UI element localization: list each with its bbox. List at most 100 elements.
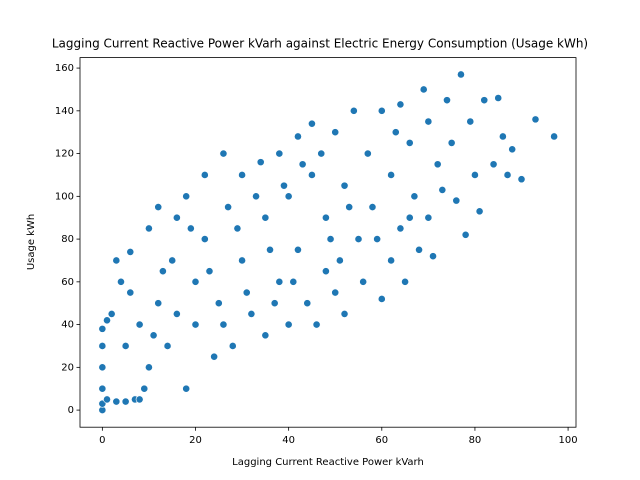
chart-title: Lagging Current Reactive Power kVarh aga… xyxy=(52,37,588,51)
point xyxy=(145,224,153,233)
point xyxy=(498,132,507,141)
point xyxy=(391,128,400,137)
point xyxy=(298,160,307,169)
point xyxy=(345,203,354,211)
point xyxy=(135,395,144,404)
point xyxy=(256,158,265,167)
point xyxy=(275,277,284,286)
point xyxy=(419,85,428,94)
point xyxy=(405,213,414,222)
point xyxy=(387,256,396,265)
point xyxy=(121,342,130,350)
point xyxy=(424,213,433,222)
point xyxy=(275,149,284,158)
y-tick-label: 60 xyxy=(61,277,74,288)
point xyxy=(247,310,256,318)
point xyxy=(405,138,414,147)
point xyxy=(242,288,251,297)
point xyxy=(308,119,316,128)
point xyxy=(126,288,135,297)
point xyxy=(308,171,316,179)
point xyxy=(228,342,237,350)
point xyxy=(149,331,158,340)
point xyxy=(154,299,163,308)
point xyxy=(396,224,405,233)
point xyxy=(103,316,111,325)
point xyxy=(289,277,298,286)
point xyxy=(401,277,409,286)
point xyxy=(214,299,223,308)
x-tick-label: 40 xyxy=(282,435,295,446)
plot-frame xyxy=(79,57,577,428)
point xyxy=(182,384,191,393)
point xyxy=(340,310,349,318)
point xyxy=(163,342,172,350)
point xyxy=(457,70,465,79)
point xyxy=(238,256,246,265)
point xyxy=(363,149,372,158)
point xyxy=(205,267,214,276)
point xyxy=(377,106,386,115)
point xyxy=(331,128,340,137)
point xyxy=(103,395,111,404)
point xyxy=(172,310,181,318)
y-tick-label: 40 xyxy=(61,320,74,331)
point xyxy=(210,352,219,361)
point xyxy=(98,384,107,393)
x-tick-label: 80 xyxy=(469,435,482,446)
point xyxy=(503,171,512,179)
point xyxy=(489,160,498,169)
point xyxy=(270,299,279,308)
point xyxy=(261,213,270,222)
y-tick-label: 160 xyxy=(55,63,74,74)
point xyxy=(443,96,451,105)
point xyxy=(429,252,437,261)
y-tick-label: 0 xyxy=(68,405,74,416)
x-tick-label: 100 xyxy=(559,435,578,446)
point xyxy=(126,248,135,256)
point xyxy=(410,192,419,201)
point xyxy=(168,256,177,265)
point xyxy=(219,320,228,329)
point xyxy=(98,342,107,350)
point xyxy=(508,145,517,154)
point xyxy=(294,132,302,141)
point xyxy=(349,106,358,115)
point xyxy=(186,224,195,233)
point xyxy=(121,397,130,406)
point xyxy=(447,138,456,147)
point xyxy=(200,171,209,179)
point xyxy=(172,213,181,222)
point xyxy=(280,181,288,190)
point xyxy=(284,320,293,329)
point xyxy=(373,235,382,243)
y-tick-label: 100 xyxy=(55,191,74,202)
points xyxy=(98,70,559,414)
point xyxy=(359,277,368,286)
point xyxy=(433,160,442,169)
point xyxy=(140,384,149,393)
point xyxy=(331,288,340,297)
point xyxy=(219,149,228,158)
point xyxy=(387,171,396,179)
point xyxy=(377,295,386,303)
point xyxy=(531,115,540,124)
point xyxy=(322,213,330,222)
point xyxy=(284,192,293,201)
point xyxy=(424,117,433,126)
point xyxy=(112,256,121,265)
point xyxy=(461,230,470,239)
point xyxy=(475,207,484,216)
y-tick-label: 120 xyxy=(55,149,74,160)
y-tick-label: 140 xyxy=(55,106,74,117)
point xyxy=(294,245,302,254)
point xyxy=(112,397,121,406)
point xyxy=(550,132,559,141)
point xyxy=(322,267,330,276)
y-tick-label: 80 xyxy=(61,234,74,245)
point xyxy=(517,175,526,184)
point xyxy=(415,245,423,254)
point xyxy=(354,235,363,243)
point xyxy=(303,299,312,308)
